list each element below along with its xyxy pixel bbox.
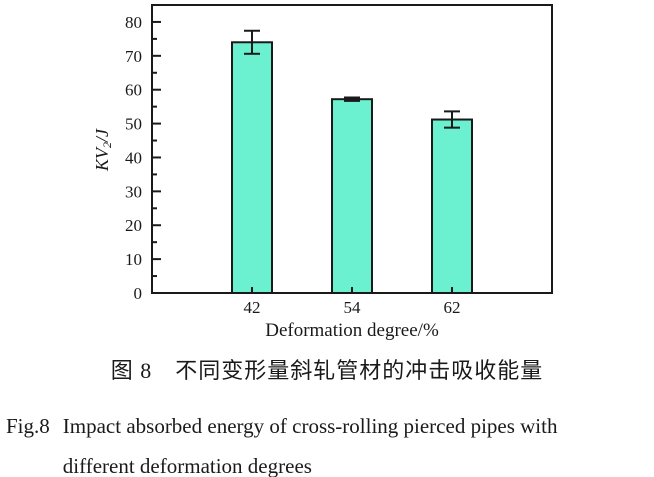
- bar-62: [431, 118, 473, 294]
- bar-42: [231, 41, 273, 295]
- plot-border: [151, 4, 553, 294]
- caption-line-2: different deformation degrees: [62, 454, 312, 477]
- y-tick-label: 30: [125, 182, 142, 201]
- x-tick-label: 42: [244, 298, 261, 317]
- y-axis-title: KV2/J: [92, 128, 114, 172]
- x-tick-label: 62: [444, 298, 461, 317]
- y-tick-label: 80: [125, 13, 142, 32]
- caption-line-1: Impact absorbed energy of cross-rolling …: [62, 414, 558, 438]
- y-tick-label: 60: [125, 81, 142, 100]
- y-tick-label: 50: [125, 115, 142, 134]
- caption-english: Fig.8 Impact absorbed energy of cross-ro…: [6, 406, 650, 477]
- y-tick-label: 40: [125, 148, 142, 167]
- bar-chart-svg: 0 10 20 30 40 50 60 70 80 42 54 62 Deformation degre…: [92, 4, 553, 341]
- y-tick-label: 10: [125, 250, 142, 269]
- x-tick-label: 54: [344, 298, 362, 317]
- caption-chinese: 图 8 不同变形量斜轧管材的冲击吸收能量: [110, 358, 544, 383]
- caption-figure-number: Fig.8: [6, 414, 50, 438]
- caption-english-text: Impact absorbed energy of cross-rolling …: [63, 406, 650, 477]
- y-tick-label: 0: [134, 284, 143, 303]
- y-tick-label: 70: [125, 47, 142, 66]
- y-tick-label: 20: [125, 216, 142, 235]
- bar-54: [331, 98, 373, 294]
- x-axis-title: Deformation degree/%: [265, 320, 439, 341]
